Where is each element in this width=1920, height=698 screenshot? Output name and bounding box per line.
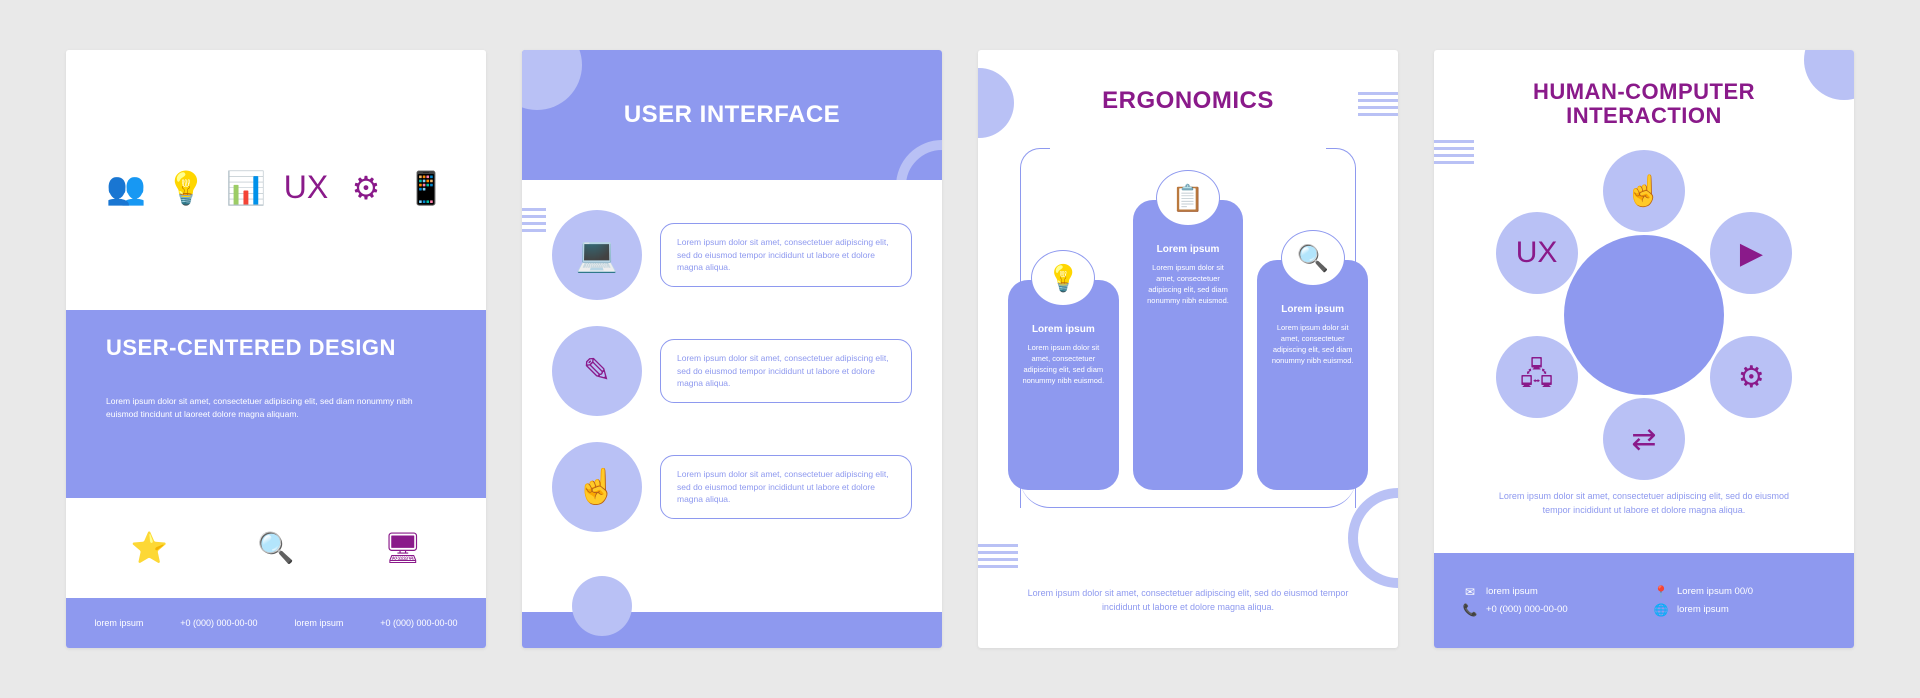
item-text: Lorem ipsum dolor sit amet, consectetuer… (660, 223, 912, 287)
p1-bottom-icons: ⭐ 🔍 🖥 (86, 508, 466, 588)
contact-label: lorem ipsum (94, 618, 143, 628)
column-label: Lorem ipsum (1032, 324, 1095, 335)
item-icon: ✎ (552, 326, 642, 416)
panel-user-interface: USER INTERFACE 💻 Lorem ipsum dolor sit am… (522, 50, 942, 648)
panel-user-centered-design: 👥💡📊UX⚙📱 USER-CENTERED DESIGN Lorem ipsum… (66, 50, 486, 648)
column-label: Lorem ipsum (1157, 244, 1220, 255)
feature-icon: ⚙ (338, 153, 394, 223)
p4-footer: ✉ lorem ipsum 📍 Lorem ipsum 00/0 📞 +0 (000) 0… (1434, 553, 1854, 648)
p1-icon-grid: 👥💡📊UX⚙📱 (96, 85, 456, 290)
ergonomics-column: 🔍Lorem ipsumLorem ipsum dolor sit amet, … (1257, 260, 1368, 490)
stripes-deco (978, 544, 1018, 568)
wheel-node-icon: ⇄ (1603, 398, 1685, 480)
contact-phone: +0 (000) 000-00-00 (180, 618, 257, 628)
column-icon: 📋 (1156, 170, 1220, 226)
item-icon: 💻 (552, 210, 642, 300)
contact-phone: +0 (000) 000-00-00 (380, 618, 457, 628)
p1-lorem: Lorem ipsum dolor sit amet, consectetuer… (106, 395, 446, 421)
column-icon: 🔍 (1281, 230, 1345, 286)
feature-icon: 💡 (158, 153, 214, 223)
brochure-row: 👥💡📊UX⚙📱 USER-CENTERED DESIGN Lorem ipsum… (66, 50, 1854, 648)
wheel-node-icon: ☝ (1603, 150, 1685, 232)
contact-label: lorem ipsum (1486, 586, 1538, 597)
wheel-node-icon: ⚙ (1710, 336, 1792, 418)
ui-item: ✎ Lorem ipsum dolor sit amet, consectetue… (552, 326, 912, 416)
contact-icon: ✉ (1462, 585, 1478, 599)
panel-hci: HUMAN-COMPUTER INTERACTION ☝ ▶ ⚙ ⇄ 🖧 UX Lorem… (1434, 50, 1854, 648)
p4-title: HUMAN-COMPUTER INTERACTION (1454, 80, 1834, 128)
wheel-node-icon: 🖧 (1496, 336, 1578, 418)
contact-label: lorem ipsum (1677, 604, 1729, 615)
ergonomics-column: 💡Lorem ipsumLorem ipsum dolor sit amet, … (1008, 280, 1119, 490)
p2-title: USER INTERFACE (624, 102, 840, 128)
p4-wheel: ☝▶⚙⇄🖧UX (1489, 160, 1799, 470)
wheel-node-icon: ▶ (1710, 212, 1792, 294)
column-text: Lorem ipsum dolor sit amet, consectetuer… (1020, 343, 1107, 387)
p2-body: 💻 Lorem ipsum dolor sit amet, consectetue… (522, 180, 942, 612)
p2-footer (522, 612, 942, 648)
p3-footer-lorem: Lorem ipsum dolor sit amet, consectetuer… (1018, 587, 1358, 614)
feature-icon: 👥 (98, 153, 154, 223)
contact-icon: 📞 (1462, 603, 1478, 617)
contact-item: 📍 Lorem ipsum 00/0 (1653, 585, 1826, 599)
circle-deco (522, 50, 582, 110)
feature-icon: 📊 (218, 153, 274, 223)
contact-icon: 📍 (1653, 585, 1669, 599)
p2-header: USER INTERFACE (522, 50, 942, 180)
panel-ergonomics: ERGONOMICS 💡 Lorem ipsum Lorem ipsum dolor… (978, 50, 1398, 648)
p3-title: ERGONOMICS (978, 88, 1398, 114)
stripes-deco (522, 208, 546, 232)
p1-title: USER-CENTERED DESIGN (106, 335, 446, 360)
item-icon: ☝ (552, 442, 642, 532)
contact-label: Lorem ipsum 00/0 (1677, 586, 1753, 597)
column-text: Lorem ipsum dolor sit amet, consectetuer… (1145, 263, 1232, 307)
contact-item: ✉ lorem ipsum (1462, 585, 1635, 599)
stripes-deco (1434, 140, 1474, 164)
circle-deco (572, 576, 632, 636)
contact-label: lorem ipsum (294, 618, 343, 628)
contact-item: 📞 +0 (000) 000-00-00 (1462, 603, 1635, 617)
ui-item: 💻 Lorem ipsum dolor sit amet, consectetue… (552, 210, 912, 300)
p3-columns: 💡 Lorem ipsum Lorem ipsum dolor sit amet, … (1008, 160, 1368, 500)
ergonomics-column: 📋Lorem ipsumLorem ipsum dolor sit amet, … (1133, 200, 1244, 490)
p4-lorem: Lorem ipsum dolor sit amet, consectetuer… (1484, 490, 1804, 517)
feature-icon: 🖥 (375, 513, 431, 583)
feature-icon: 📱 (398, 153, 454, 223)
feature-icon: ⭐ (121, 513, 177, 583)
feature-icon: 🔍 (248, 513, 304, 583)
contact-label: +0 (000) 000-00-00 (1486, 604, 1568, 615)
p1-footer: lorem ipsum +0 (000) 000-00-00 lorem ips… (66, 598, 486, 648)
item-text: Lorem ipsum dolor sit amet, consectetuer… (660, 339, 912, 403)
contact-icon: 🌐 (1653, 603, 1669, 617)
column-label: Lorem ipsum (1281, 304, 1344, 315)
contact-item: 🌐 lorem ipsum (1653, 603, 1826, 617)
column-icon: 💡 (1031, 250, 1095, 306)
wheel-node-icon: UX (1496, 212, 1578, 294)
ui-item: ☝ Lorem ipsum dolor sit amet, consectetue… (552, 442, 912, 532)
item-text: Lorem ipsum dolor sit amet, consectetuer… (660, 455, 912, 519)
wheel-center (1564, 235, 1724, 395)
column-text: Lorem ipsum dolor sit amet, consectetuer… (1269, 323, 1356, 367)
feature-icon: UX (278, 153, 334, 223)
